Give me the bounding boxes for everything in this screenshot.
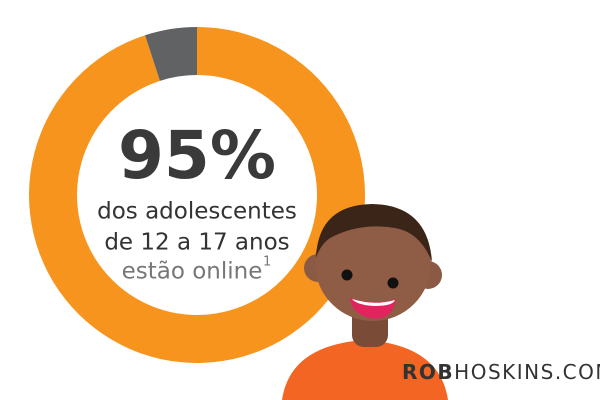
hair	[316, 204, 432, 262]
caption-line: de 12 a 17 anos	[104, 230, 289, 256]
teeth	[352, 299, 395, 306]
value-label: 95%	[118, 117, 276, 194]
shirt	[282, 340, 448, 400]
donut-segment	[29, 27, 366, 364]
footnote-mark: 1	[263, 255, 271, 270]
eye	[341, 269, 353, 281]
head	[315, 205, 431, 321]
caption-line: estão online	[122, 259, 263, 285]
donut-segment	[145, 27, 197, 81]
brand-part: ROB	[402, 360, 454, 384]
brand-part: HOSKINS	[454, 360, 555, 384]
brand: ROBHOSKINS.COM	[402, 360, 600, 384]
character	[282, 204, 448, 400]
eye	[387, 277, 399, 289]
brand-part: .COM	[555, 360, 600, 384]
caption-line: dos adolescentes	[97, 199, 297, 225]
donut-chart	[29, 27, 366, 364]
